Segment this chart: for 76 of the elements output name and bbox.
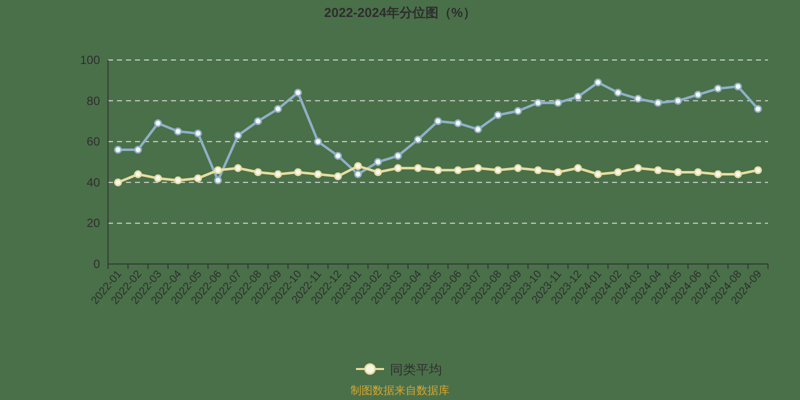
point — [174, 176, 182, 184]
point — [294, 88, 302, 97]
point — [674, 168, 682, 176]
point — [594, 78, 602, 86]
point — [134, 170, 142, 178]
point — [154, 174, 162, 182]
point — [694, 90, 702, 99]
point — [194, 174, 202, 182]
point — [754, 105, 762, 113]
legend: 同类平均 — [356, 362, 442, 377]
point — [654, 166, 662, 174]
point — [574, 92, 582, 101]
y-tick-label: 60 — [86, 134, 100, 149]
point — [174, 127, 182, 136]
y-tick-label: 20 — [86, 216, 100, 230]
point — [514, 164, 522, 172]
point — [414, 164, 422, 172]
point — [574, 164, 582, 172]
point — [254, 168, 262, 176]
point — [554, 98, 562, 107]
point — [514, 107, 522, 115]
point — [314, 138, 322, 146]
point — [614, 168, 622, 176]
y-tick-label: 80 — [86, 94, 100, 108]
point — [614, 88, 622, 97]
point — [394, 164, 402, 172]
point — [374, 158, 382, 166]
point — [354, 162, 362, 170]
point — [754, 166, 762, 174]
point — [334, 152, 342, 160]
y-tick-label: 0 — [93, 257, 100, 271]
point — [454, 119, 462, 128]
point — [534, 98, 542, 107]
point — [474, 164, 482, 172]
point — [734, 82, 742, 90]
point — [214, 166, 222, 174]
y-tick-label: 40 — [86, 175, 100, 190]
point — [694, 168, 702, 176]
point — [714, 170, 722, 178]
point — [534, 166, 542, 174]
point — [654, 98, 662, 107]
point — [314, 170, 322, 178]
point — [134, 146, 142, 154]
point — [114, 178, 122, 186]
point — [714, 84, 722, 93]
point — [274, 105, 282, 113]
point — [154, 119, 162, 128]
point — [274, 170, 282, 178]
point — [474, 125, 482, 134]
point — [674, 96, 682, 105]
point — [354, 170, 362, 178]
title: 2022-2024年分位图（%） — [324, 5, 476, 20]
point — [254, 117, 262, 126]
point — [734, 170, 742, 178]
point — [394, 152, 402, 160]
point — [114, 146, 122, 154]
point — [294, 168, 302, 176]
legend-label: 同类平均 — [390, 362, 442, 377]
point — [414, 136, 422, 144]
point — [234, 164, 242, 172]
point — [454, 166, 462, 174]
point — [494, 111, 502, 120]
point — [334, 172, 342, 180]
point — [434, 166, 442, 174]
point — [194, 129, 202, 138]
point — [594, 170, 602, 178]
point — [634, 94, 642, 103]
point — [634, 164, 642, 172]
point — [234, 132, 242, 140]
point — [494, 166, 502, 174]
point — [374, 168, 382, 176]
annotation: 制图数据来自数据库 — [350, 385, 450, 397]
point — [214, 176, 222, 184]
y-tick-label: 100 — [80, 53, 100, 67]
point — [434, 117, 442, 126]
point — [554, 168, 562, 176]
